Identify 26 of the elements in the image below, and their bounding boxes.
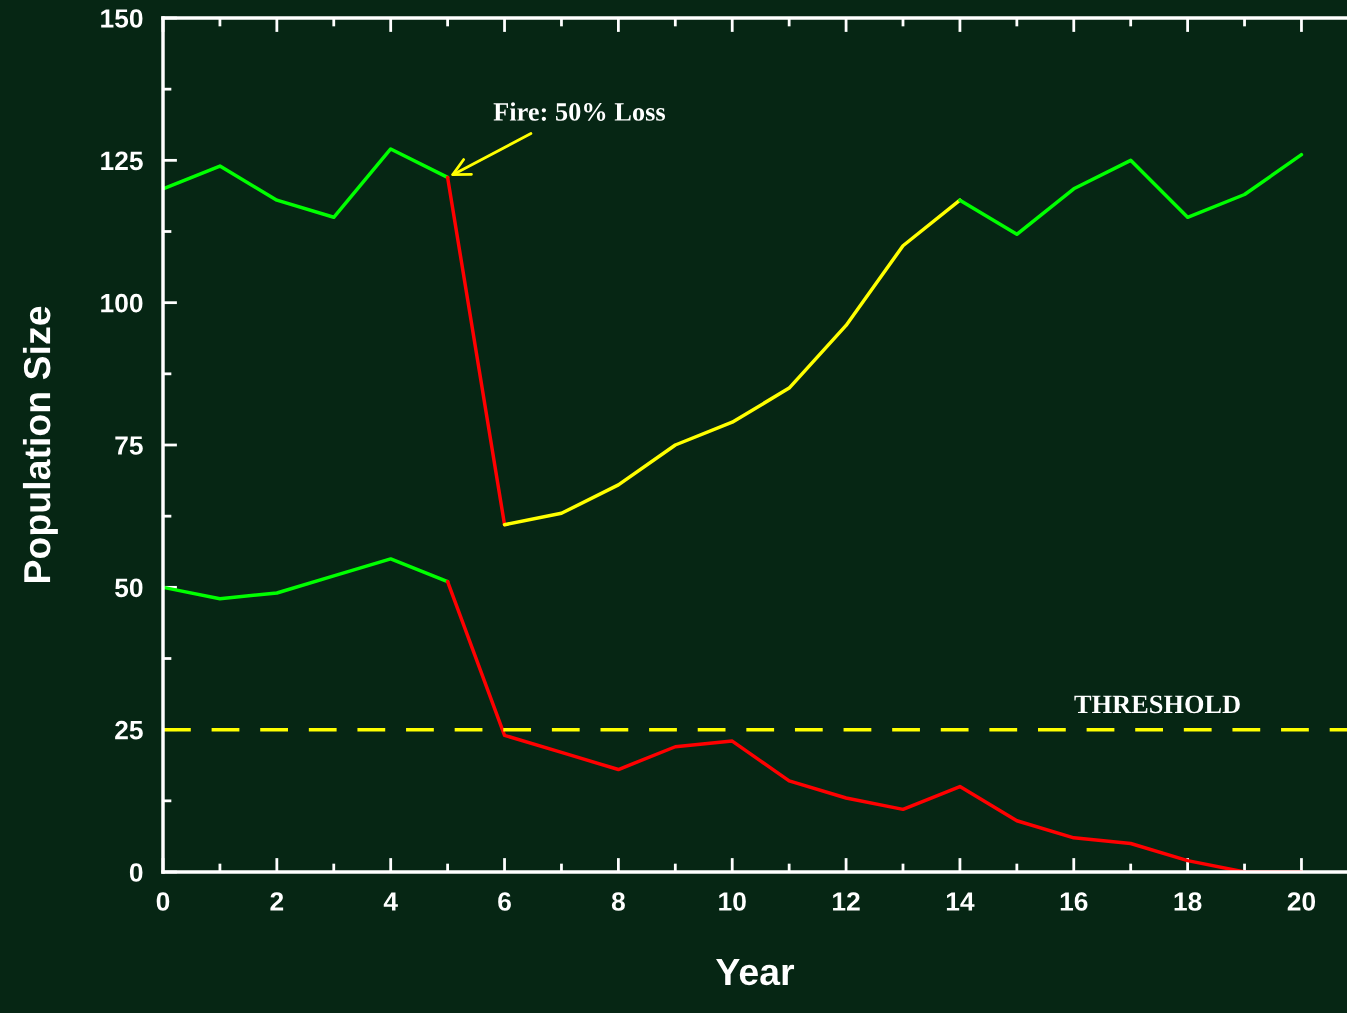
y-axis-title: Population Size — [22, 306, 58, 583]
x-tick-label: 10 — [719, 892, 746, 911]
x-tick-label: 14 — [946, 892, 975, 911]
line-series — [163, 557, 450, 601]
x-tick-label: 2 — [270, 892, 284, 911]
x-tick-label: 20 — [1287, 892, 1316, 911]
line-series — [958, 152, 1304, 237]
x-tick-label: 16 — [1060, 892, 1088, 911]
x-tick-label: 4 — [383, 892, 398, 911]
x-axis-title: Year — [716, 959, 795, 986]
x-tick-label: 12 — [833, 892, 860, 911]
y-tick-label: 125 — [101, 151, 143, 171]
x-tick-label: 8 — [611, 892, 625, 911]
line-series — [502, 198, 962, 527]
y-tick-label: 25 — [115, 720, 143, 740]
x-tick-label: 18 — [1174, 892, 1202, 911]
ref-line-label: THRESHOLD — [1074, 695, 1240, 714]
y-tick-label: 50 — [115, 578, 143, 598]
x-tick-label: 0 — [156, 892, 170, 911]
y-tick-label: 100 — [101, 293, 143, 313]
y-tick-label: 0 — [129, 863, 143, 882]
annotation: Fire: 50% Loss — [493, 102, 666, 121]
line-series — [163, 147, 450, 220]
x-tick-label: 6 — [498, 892, 511, 911]
y-tick-label: 150 — [101, 9, 143, 28]
y-tick-label: 75 — [115, 436, 143, 455]
